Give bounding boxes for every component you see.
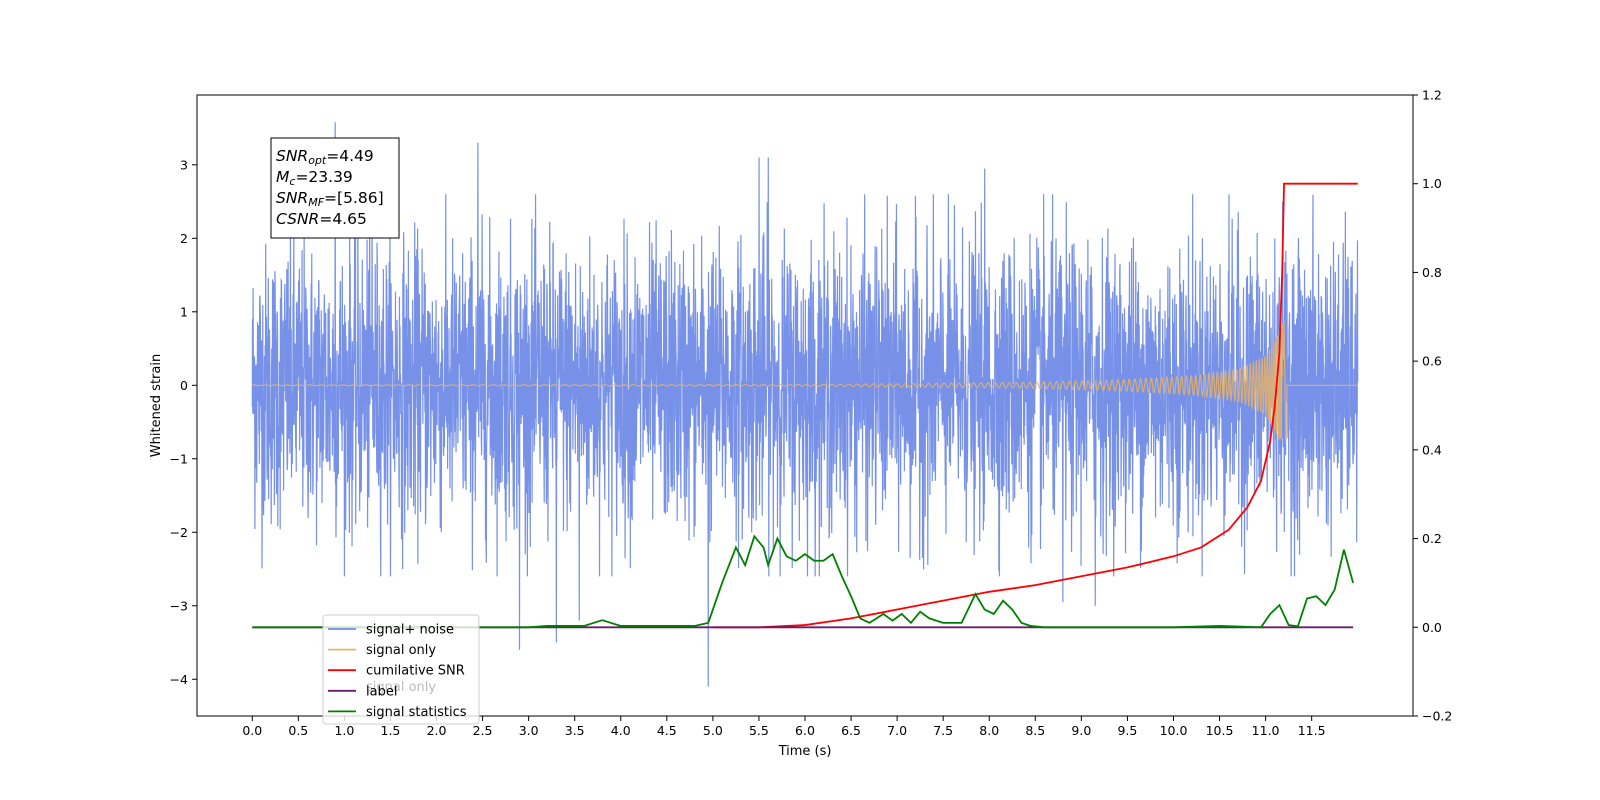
x-tick-label: 0.5 [288, 723, 308, 738]
y-tick-label: −2 [170, 525, 188, 540]
y2-tick-label: −0.2 [1422, 709, 1452, 724]
legend-label: label [366, 684, 397, 699]
stats-symbol: SNR [276, 147, 308, 165]
series-signal-noise [251, 122, 1359, 687]
stats-line: CSNR=4.65 [276, 210, 367, 228]
stats-value: =23.39 [295, 168, 352, 186]
y-axis-title: Whitened strain [149, 354, 164, 457]
y-tick-label: 1 [180, 304, 188, 319]
stats-box-frame [270, 137, 400, 239]
x-tick-label: 3.0 [519, 723, 539, 738]
y-tick-label: −4 [170, 672, 188, 687]
x-tick-label: 9.5 [1117, 723, 1137, 738]
stats-subscript: MF [308, 196, 324, 209]
x-tick-label: 7.0 [887, 723, 907, 738]
legend-label: signal+ noise [366, 623, 454, 638]
y-tick-label: −3 [170, 598, 188, 613]
y-tick-label: 2 [180, 231, 188, 246]
x-tick-label: 6.0 [795, 723, 815, 738]
stats-value: =4.65 [319, 210, 367, 228]
series-signal-only [252, 320, 1358, 444]
x-tick-label: 4.5 [657, 723, 677, 738]
y-tick-label: 0 [180, 378, 188, 393]
y2-tick-label: 1.0 [1422, 176, 1442, 191]
stats-line: Mc=23.39 [276, 168, 353, 188]
y-tick-label: 3 [180, 157, 188, 172]
x-tick-label: 8.5 [1025, 723, 1045, 738]
y-tick-label: −1 [170, 451, 188, 466]
legend-label: cumilative SNR [366, 664, 465, 679]
y2-tick-label: 0.0 [1422, 620, 1442, 635]
x-axis-title: Time (s) [778, 744, 832, 759]
stats-symbol: CSNR [276, 210, 319, 228]
x-tick-label: 2.5 [473, 723, 493, 738]
stats-symbol: M [276, 168, 289, 186]
x-tick-label: 5.0 [703, 723, 723, 738]
legend-underlay-text: signal only [366, 680, 436, 695]
legend-label: signal only [366, 643, 436, 658]
x-tick-label: 8.0 [979, 723, 999, 738]
series-signal-statistics [252, 534, 1354, 629]
x-tick-label: 9.0 [1071, 723, 1091, 738]
stats-subscript: c [289, 175, 295, 188]
stats-symbol: SNR [276, 189, 308, 207]
x-tick-label: 11.5 [1298, 723, 1326, 738]
x-tick-label: 7.5 [933, 723, 953, 738]
x-tick-label: 2.0 [427, 723, 447, 738]
y2-tick-label: 0.2 [1422, 531, 1442, 546]
x-tick-label: 1.5 [381, 723, 401, 738]
y2-tick-label: 0.4 [1422, 442, 1442, 457]
x-tick-label: 4.0 [611, 723, 631, 738]
stats-line: SNRopt=4.49 [276, 147, 374, 167]
stats-value: =4.49 [326, 147, 374, 165]
y2-tick-label: 0.8 [1422, 265, 1442, 280]
series-cumulative-snr [712, 182, 1358, 629]
stats-value: =[5.86] [324, 189, 384, 207]
x-tick-label: 3.5 [565, 723, 585, 738]
x-tick-label: 5.5 [749, 723, 769, 738]
x-tick-label: 0.0 [242, 723, 262, 738]
x-tick-label: 6.5 [841, 723, 861, 738]
legend-label: signal statistics [366, 705, 467, 720]
x-tick-label: 1.0 [334, 723, 354, 738]
stats-line: SNRMF=[5.86] [276, 189, 384, 209]
y2-tick-label: 1.2 [1422, 88, 1442, 103]
legend-frame [322, 614, 480, 725]
y2-tick-label: 0.6 [1422, 354, 1442, 369]
x-tick-label: 10.5 [1206, 723, 1234, 738]
axes: 0.0 0.5 1.0 1.5 2.0 2.5 3.0 3.5 4.0 4.5 5.0 5.5 6.0 6… [170, 88, 1453, 739]
x-tick-label: 10.0 [1160, 723, 1188, 738]
x-tick-label: 11.0 [1252, 723, 1280, 738]
stats-subscript: opt [308, 154, 327, 167]
